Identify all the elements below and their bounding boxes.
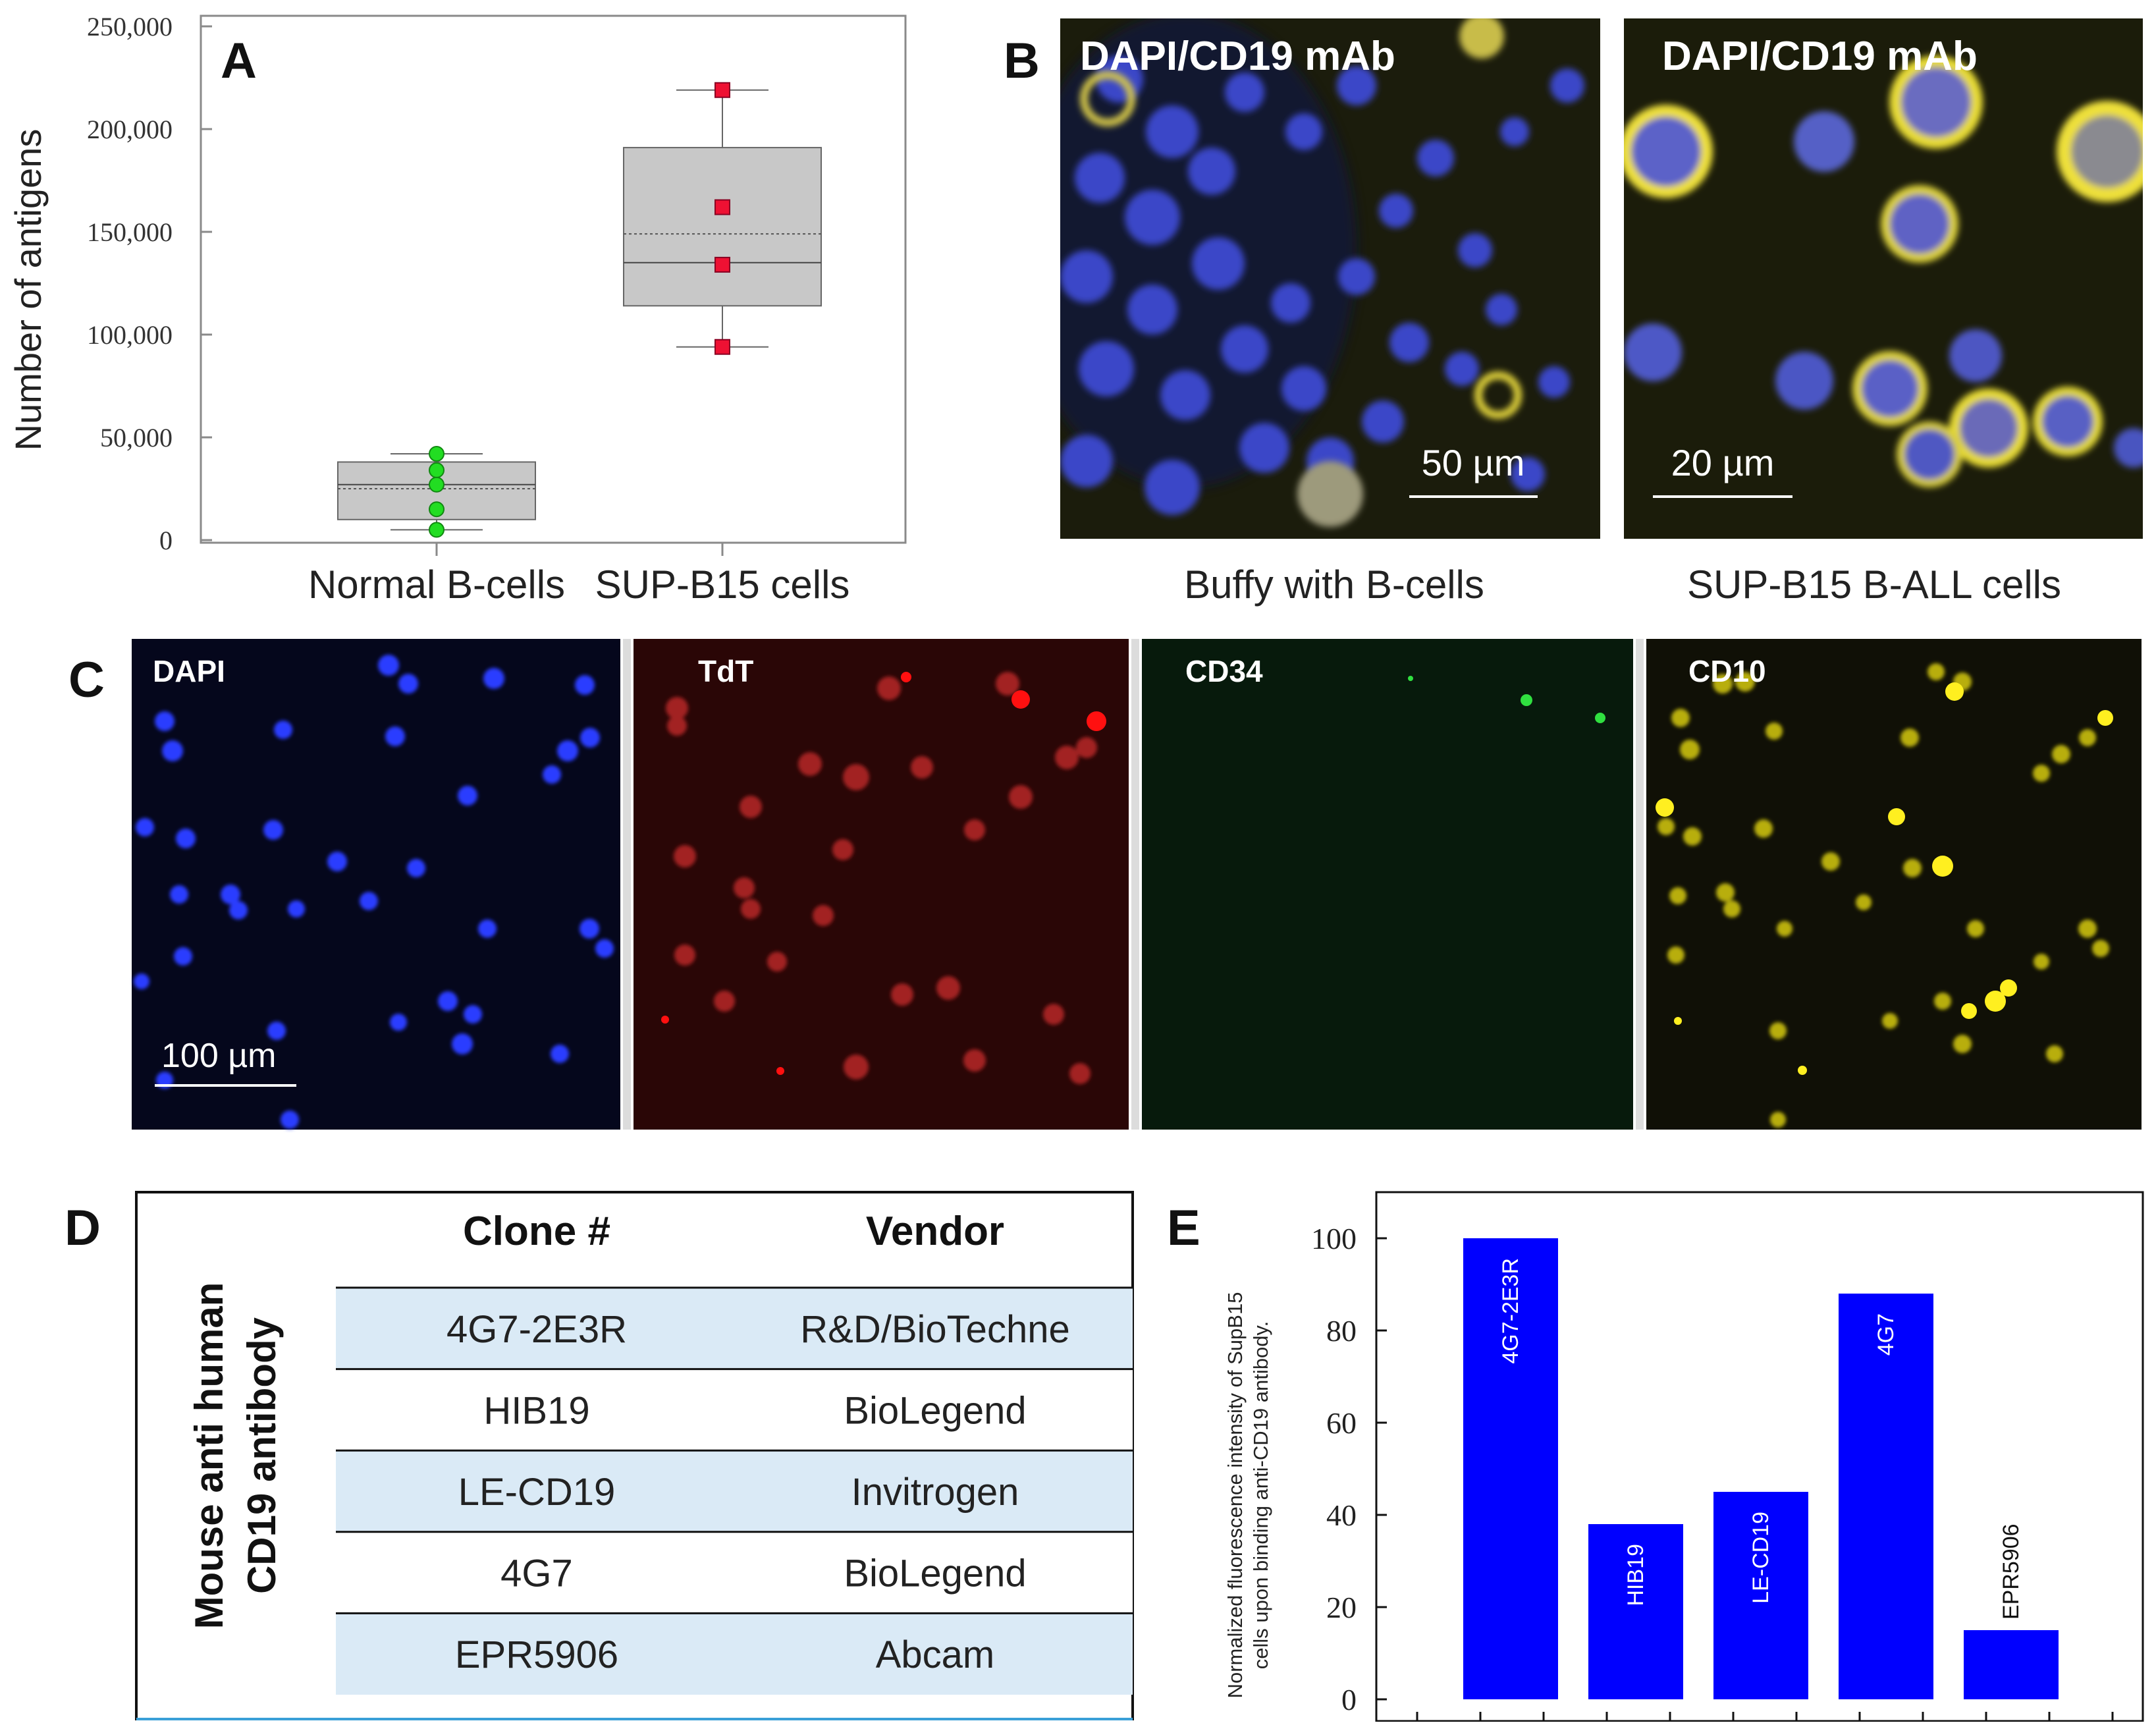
micrograph-tdt: TdT	[633, 639, 1129, 1130]
caption-b1: Buffy with B-cells	[1184, 562, 1484, 607]
data-point	[429, 501, 445, 518]
bar	[1463, 1238, 1558, 1699]
bar-label: HIB19	[1623, 1544, 1648, 1606]
x-label-sup-b15-cells: SUP-B15 cells	[595, 562, 850, 607]
panel-letter-d: D	[65, 1200, 101, 1256]
y-tick-label: 100	[1311, 1222, 1357, 1255]
table-row: 4G7-2E3R R&D/BioTechne	[336, 1286, 1133, 1369]
data-point	[714, 199, 730, 215]
cell-vendor: BioLegend	[844, 1389, 1026, 1432]
y-tick-label: 250,000	[87, 12, 173, 41]
column-header-vendor: Vendor	[866, 1209, 1004, 1254]
panel-c: C DAPI 100 µm	[0, 619, 2156, 1139]
y-tick-label: 50,000	[100, 423, 173, 452]
channel-label-cd34: CD34	[1185, 654, 1263, 688]
table-row: LE-CD19 Invitrogen	[336, 1449, 1133, 1532]
bar	[1839, 1294, 1933, 1699]
cell-clone: LE-CD19	[458, 1471, 616, 1514]
cell-vendor: Abcam	[876, 1633, 995, 1676]
y-axis-label: Number of antigens	[7, 129, 49, 451]
y-axis-label-line1: Normalized fluorescence intensity of Sup…	[1224, 1292, 1247, 1699]
bar-label: 4G7	[1873, 1313, 1899, 1355]
y-tick-label: 150,000	[87, 217, 173, 247]
micrograph-dapi: DAPI 100 µm	[132, 639, 620, 1130]
side-label-line1: Mouse anti human	[187, 1282, 231, 1629]
y-tick-label: 20	[1326, 1591, 1357, 1624]
table-row: EPR5906 Abcam	[336, 1612, 1133, 1695]
data-point	[429, 476, 445, 493]
y-tick-label: 200,000	[87, 115, 173, 144]
row-background	[336, 1288, 1133, 1369]
cell-clone: 4G7	[500, 1552, 573, 1595]
y-tick-label: 60	[1326, 1406, 1357, 1440]
caption-b2: SUP-B15 B-ALL cells	[1687, 562, 2061, 607]
panel-e: E Normalized fluorescence intensity of S…	[1159, 1172, 2156, 1722]
cell-vendor: Invitrogen	[851, 1471, 1019, 1514]
bar	[1713, 1492, 1808, 1699]
bar-label: 4G7-2E3R	[1498, 1258, 1523, 1364]
row-background	[336, 1369, 1133, 1451]
box-iqr	[623, 147, 822, 307]
cell-vendor: BioLegend	[844, 1552, 1026, 1595]
box-plot-a: 0 50,000 100,000 150,000 200,000 250,000 Numb…	[7, 12, 907, 607]
data-point	[429, 522, 445, 538]
cell-clone: HIB19	[483, 1389, 589, 1432]
channel-label-tdt: TdT	[698, 654, 753, 688]
column-header-clone: Clone #	[463, 1209, 610, 1254]
micrograph-buffy-b-cells: DAPI/CD19 mAb 50 µm	[1060, 18, 1600, 539]
scale-label-c: 100 µm	[161, 1037, 276, 1075]
image-title-b2: DAPI/CD19 mAb	[1662, 34, 1978, 79]
image-title-b1: DAPI/CD19 mAb	[1080, 34, 1395, 79]
panel-letter-e: E	[1167, 1200, 1200, 1256]
micrograph-cd10: CD10	[1646, 639, 2142, 1130]
panel-letter-b: B	[1004, 33, 1040, 89]
x-label-normal-b-cells: Normal B-cells	[308, 562, 565, 607]
y-tick-label: 0	[1341, 1683, 1357, 1716]
cell-clone: 4G7-2E3R	[446, 1308, 627, 1351]
scale-label-b1: 50 µm	[1422, 442, 1525, 483]
panel-a: 0 50,000 100,000 150,000 200,000 250,000 Numb…	[0, 0, 935, 619]
channel-label-cd10: CD10	[1688, 654, 1766, 688]
micrograph-cd34: CD34	[1142, 639, 1633, 1130]
data-point	[714, 339, 730, 355]
bar-label: LE-CD19	[1748, 1512, 1773, 1604]
bar-chart-e: E Normalized fluorescence intensity of S…	[1167, 1191, 2144, 1722]
bar	[1964, 1630, 2059, 1699]
table-row: HIB19 BioLegend	[336, 1368, 1133, 1451]
row-background	[336, 1450, 1133, 1532]
y-tick-label: 100,000	[87, 320, 173, 350]
table-row: 4G7 BioLegend	[336, 1531, 1133, 1614]
micrograph-sup-b15-cells: DAPI/CD19 mAb 20 µm	[1624, 18, 2143, 539]
table-side-label: Mouse anti human CD19 antibody	[187, 1282, 284, 1629]
row-background	[336, 1531, 1133, 1614]
row-background	[336, 1613, 1133, 1695]
data-point	[429, 445, 445, 462]
data-point	[714, 82, 730, 98]
cell-clone: EPR5906	[455, 1633, 618, 1676]
panel-letter-a: A	[221, 33, 257, 89]
panel-b: B DAPI	[935, 0, 2156, 619]
y-tick-label: 40	[1326, 1498, 1357, 1532]
y-tick-label: 0	[159, 526, 173, 555]
y-tick-label: 80	[1326, 1314, 1357, 1348]
panel-letter-c: C	[68, 652, 105, 708]
channel-label-dapi: DAPI	[153, 654, 225, 688]
bar	[1588, 1524, 1683, 1699]
bar-label: EPR5906	[1999, 1523, 2024, 1620]
panel-d: D Mouse anti human CD19 antibody Clone #…	[0, 1172, 1159, 1722]
scale-label-b2: 20 µm	[1671, 442, 1775, 483]
y-axis-label-line2: cells upon binding anti-CD19 antibody.	[1249, 1321, 1272, 1669]
side-label-line2: CD19 antibody	[240, 1317, 284, 1594]
data-point	[714, 256, 730, 273]
data-point	[429, 462, 445, 478]
cell-vendor: R&D/BioTechne	[800, 1308, 1069, 1351]
